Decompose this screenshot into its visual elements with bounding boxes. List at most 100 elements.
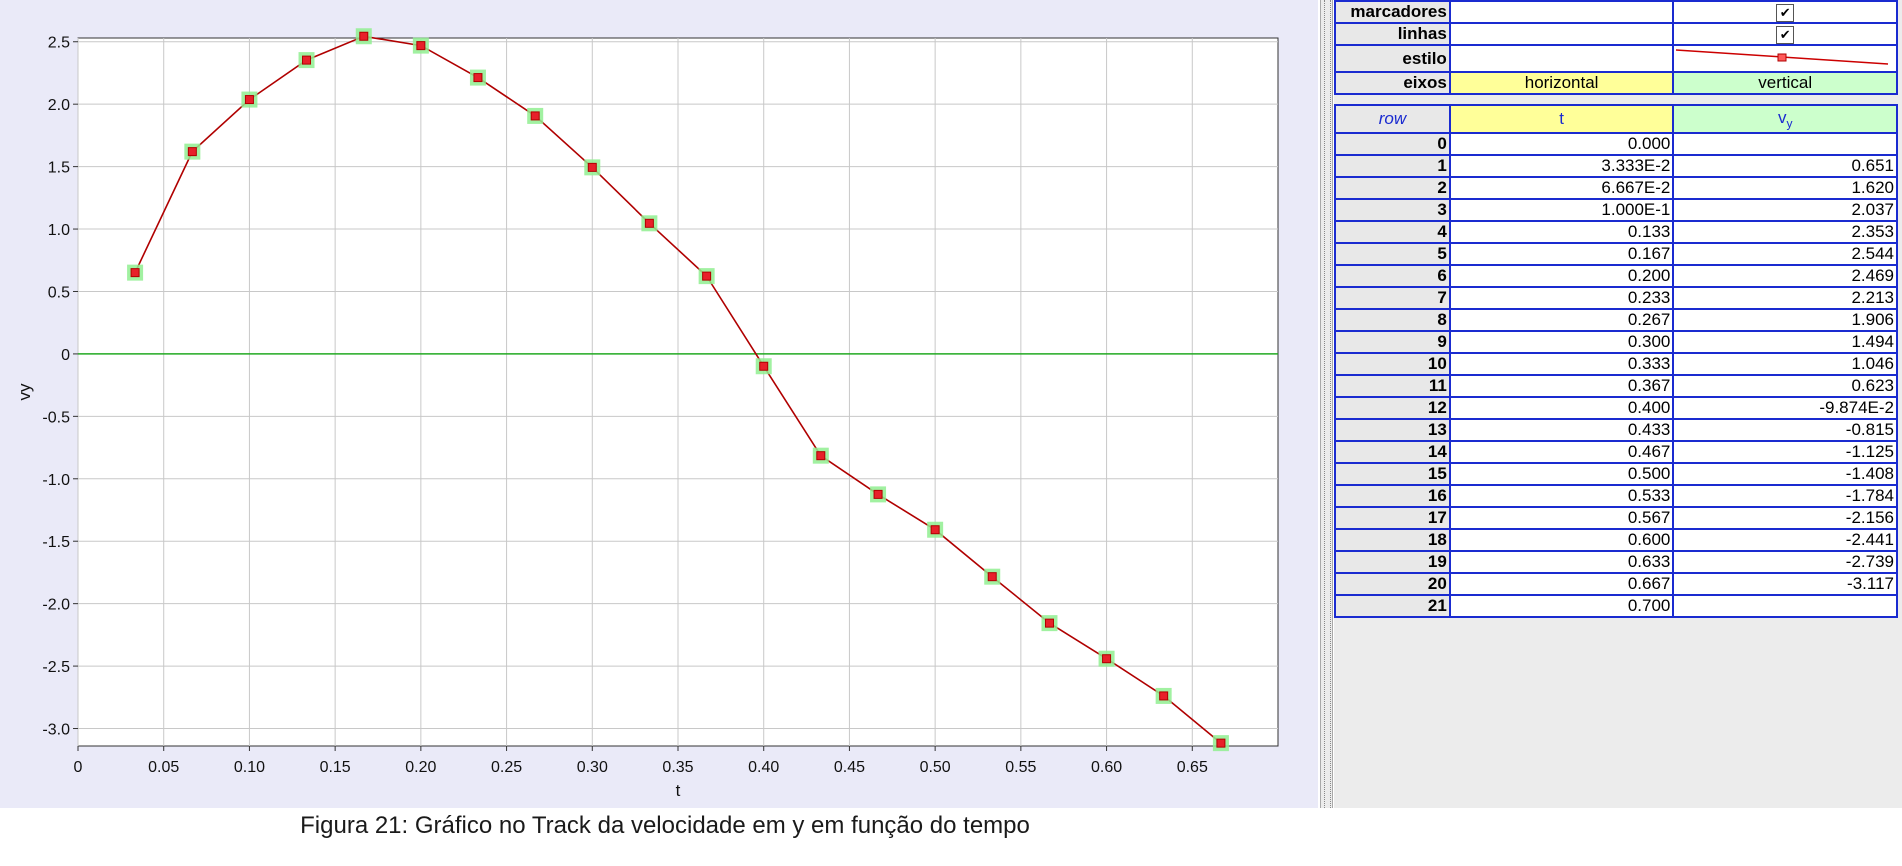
vy-cell[interactable]: -1.408: [1672, 462, 1898, 486]
vy-cell[interactable]: -3.117: [1672, 572, 1898, 596]
row-number-cell[interactable]: 18: [1334, 528, 1451, 552]
t-cell[interactable]: 0.533: [1448, 484, 1675, 508]
row-number-cell[interactable]: 4: [1334, 220, 1451, 244]
data-point[interactable]: [1098, 650, 1115, 667]
axes-vertical[interactable]: vertical: [1672, 71, 1898, 95]
t-cell[interactable]: 0.567: [1448, 506, 1675, 530]
vy-cell[interactable]: 2.037: [1672, 198, 1898, 222]
vy-cell[interactable]: 2.213: [1672, 286, 1898, 310]
row-number-cell[interactable]: 6: [1334, 264, 1451, 288]
t-cell[interactable]: 0.400: [1448, 396, 1675, 420]
vy-cell[interactable]: [1672, 594, 1898, 618]
vy-cell[interactable]: 1.906: [1672, 308, 1898, 332]
col-vy-header[interactable]: vy: [1672, 104, 1898, 134]
vy-cell[interactable]: 1.046: [1672, 352, 1898, 376]
row-number-cell[interactable]: 1: [1334, 154, 1451, 178]
table-row[interactable]: 17 0.567 -2.156: [1334, 506, 1898, 530]
table-row[interactable]: 13 0.433 -0.815: [1334, 418, 1898, 442]
vy-cell[interactable]: 2.353: [1672, 220, 1898, 244]
vy-cell[interactable]: -0.815: [1672, 418, 1898, 442]
vy-cell[interactable]: -2.156: [1672, 506, 1898, 530]
data-point[interactable]: [127, 264, 144, 281]
t-cell[interactable]: 0.467: [1448, 440, 1675, 464]
row-number-cell[interactable]: 3: [1334, 198, 1451, 222]
vy-cell[interactable]: 1.620: [1672, 176, 1898, 200]
row-number-cell[interactable]: 10: [1334, 352, 1451, 376]
data-point[interactable]: [812, 447, 829, 464]
table-row[interactable]: 0 0.000: [1334, 132, 1898, 156]
data-point[interactable]: [927, 521, 944, 538]
t-cell[interactable]: 0.233: [1448, 286, 1675, 310]
data-point[interactable]: [241, 91, 258, 108]
vy-cell[interactable]: -2.441: [1672, 528, 1898, 552]
style-swatch-cell[interactable]: [1672, 44, 1898, 73]
table-row[interactable]: 2 6.667E-2 1.620: [1334, 176, 1898, 200]
t-cell[interactable]: 0.500: [1448, 462, 1675, 486]
data-point[interactable]: [870, 486, 887, 503]
table-row[interactable]: 4 0.133 2.353: [1334, 220, 1898, 244]
t-cell[interactable]: 1.000E-1: [1448, 198, 1675, 222]
vy-cell[interactable]: -9.874E-2: [1672, 396, 1898, 420]
table-row[interactable]: 14 0.467 -1.125: [1334, 440, 1898, 464]
vy-cell[interactable]: -2.739: [1672, 550, 1898, 574]
table-row[interactable]: 16 0.533 -1.784: [1334, 484, 1898, 508]
table-row[interactable]: 12 0.400 -9.874E-2: [1334, 396, 1898, 420]
t-cell[interactable]: 0.633: [1448, 550, 1675, 574]
table-row[interactable]: 21 0.700: [1334, 594, 1898, 618]
table-row[interactable]: 18 0.600 -2.441: [1334, 528, 1898, 552]
t-cell[interactable]: 0.433: [1448, 418, 1675, 442]
vy-cell[interactable]: 1.494: [1672, 330, 1898, 354]
row-number-cell[interactable]: 0: [1334, 132, 1451, 156]
t-cell[interactable]: 0.133: [1448, 220, 1675, 244]
row-number-cell[interactable]: 12: [1334, 396, 1451, 420]
data-point[interactable]: [469, 69, 486, 86]
col-row-header[interactable]: row: [1334, 104, 1451, 134]
markers-checkbox[interactable]: ✔: [1776, 3, 1795, 21]
t-cell[interactable]: 3.333E-2: [1448, 154, 1675, 178]
table-row[interactable]: 8 0.267 1.906: [1334, 308, 1898, 332]
t-cell[interactable]: 0.700: [1448, 594, 1675, 618]
t-cell[interactable]: 0.000: [1448, 132, 1675, 156]
row-number-cell[interactable]: 14: [1334, 440, 1451, 464]
data-point[interactable]: [1212, 735, 1229, 752]
data-point[interactable]: [584, 159, 601, 176]
row-number-cell[interactable]: 5: [1334, 242, 1451, 266]
row-number-cell[interactable]: 9: [1334, 330, 1451, 354]
data-point[interactable]: [698, 268, 715, 285]
row-number-cell[interactable]: 2: [1334, 176, 1451, 200]
data-point[interactable]: [527, 107, 544, 124]
t-cell[interactable]: 6.667E-2: [1448, 176, 1675, 200]
table-row[interactable]: 10 0.333 1.046: [1334, 352, 1898, 376]
data-point[interactable]: [298, 52, 315, 69]
data-point[interactable]: [1041, 615, 1058, 632]
vy-chart[interactable]: 0 0.05 0.10 0.15 0.20 0.25 0.30 0.35 0.40 0.45 0.5…: [0, 0, 1318, 808]
data-point[interactable]: [984, 568, 1001, 585]
vy-cell[interactable]: [1672, 132, 1898, 156]
table-row[interactable]: 1 3.333E-2 0.651: [1334, 154, 1898, 178]
t-cell[interactable]: 0.667: [1448, 572, 1675, 596]
t-cell[interactable]: 0.300: [1448, 330, 1675, 354]
t-cell[interactable]: 0.167: [1448, 242, 1675, 266]
row-number-cell[interactable]: 16: [1334, 484, 1451, 508]
axes-horizontal[interactable]: horizontal: [1448, 71, 1675, 95]
row-number-cell[interactable]: 13: [1334, 418, 1451, 442]
row-number-cell[interactable]: 21: [1334, 594, 1451, 618]
vy-cell[interactable]: 2.544: [1672, 242, 1898, 266]
t-cell[interactable]: 0.200: [1448, 264, 1675, 288]
table-row[interactable]: 7 0.233 2.213: [1334, 286, 1898, 310]
row-number-cell[interactable]: 20: [1334, 572, 1451, 596]
data-point[interactable]: [1155, 687, 1172, 704]
lines-checkbox[interactable]: ✔: [1776, 25, 1795, 43]
col-t-header[interactable]: t: [1448, 104, 1675, 134]
plot-panel[interactable]: 0 0.05 0.10 0.15 0.20 0.25 0.30 0.35 0.40 0.45 0.5…: [0, 0, 1318, 808]
t-cell[interactable]: 0.333: [1448, 352, 1675, 376]
vy-cell[interactable]: 0.651: [1672, 154, 1898, 178]
splitter-grip[interactable]: [1324, 0, 1331, 808]
table-row[interactable]: 19 0.633 -2.739: [1334, 550, 1898, 574]
table-row[interactable]: 11 0.367 0.623: [1334, 374, 1898, 398]
table-row[interactable]: 5 0.167 2.544: [1334, 242, 1898, 266]
data-point[interactable]: [412, 37, 429, 54]
row-number-cell[interactable]: 7: [1334, 286, 1451, 310]
data-point[interactable]: [641, 215, 658, 232]
table-row[interactable]: 6 0.200 2.469: [1334, 264, 1898, 288]
